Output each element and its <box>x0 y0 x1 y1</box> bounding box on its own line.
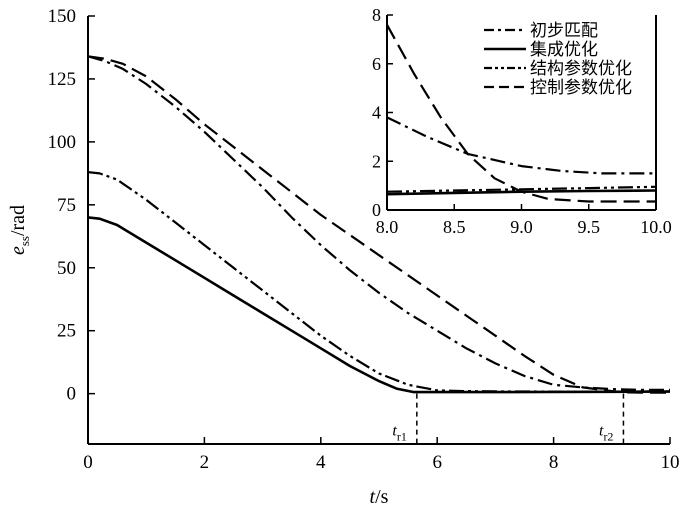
marker-label-2: tr2 <box>599 423 613 444</box>
legend-label-2: 集成优化 <box>530 40 598 60</box>
x-axis-title: t/s <box>370 486 389 508</box>
y-tick-label: 100 <box>48 132 77 153</box>
y-tick-label: 75 <box>57 195 76 216</box>
y-tick-label: 0 <box>67 384 77 405</box>
marker-label-1: tr1 <box>392 423 406 444</box>
y-tick-label: 125 <box>48 69 77 90</box>
y-tick-label: 50 <box>57 258 76 279</box>
x-tick-label: 6 <box>432 452 442 473</box>
inset-x-tick-label: 8.0 <box>376 217 399 237</box>
inset-plot: 0 2 4 6 8 8.0 8.5 9.0 9.5 10.0 <box>372 5 672 237</box>
inset-series-line-4 <box>386 24 656 203</box>
inset-x-tick-label: 9.0 <box>510 217 533 237</box>
inset-x-tick-label: 10.0 <box>640 217 672 237</box>
inset-x-tick-label: 8.5 <box>443 217 466 237</box>
inset-y-tick-label: 2 <box>372 151 381 171</box>
main-plot: 0 25 50 75 100 125 150 0 2 4 6 8 10 tr1 tr2 <box>48 6 680 473</box>
inset-y-tick-label: 0 <box>372 200 381 220</box>
inset-y-tick-label: 4 <box>372 103 381 123</box>
legend-label-4: 控制参数优化 <box>530 78 632 98</box>
x-tick-label: 4 <box>316 452 326 473</box>
inset-series-line-3 <box>386 185 657 193</box>
inset-y-tick-label: 6 <box>372 54 381 74</box>
legend-label-1: 初步匹配 <box>530 21 598 41</box>
y-tick-label: 25 <box>57 321 76 342</box>
inset-background <box>387 15 656 210</box>
x-tick-label: 10 <box>661 452 680 473</box>
inset-x-tick-label: 9.5 <box>578 217 601 237</box>
series-line-1 <box>87 55 670 391</box>
inset-y-tick-label: 8 <box>372 5 381 25</box>
series-line-4 <box>87 55 670 394</box>
inset-series-line-1 <box>386 116 656 175</box>
y-axis-title: ess/rad <box>7 205 32 255</box>
x-tick-label: 2 <box>200 452 210 473</box>
series-line-2 <box>87 216 671 394</box>
x-tick-label: 8 <box>549 452 559 473</box>
x-tick-label: 0 <box>83 452 93 473</box>
legend-label-3: 结构参数优化 <box>530 59 632 79</box>
y-tick-label: 150 <box>48 6 77 27</box>
series-line-3 <box>87 171 671 393</box>
